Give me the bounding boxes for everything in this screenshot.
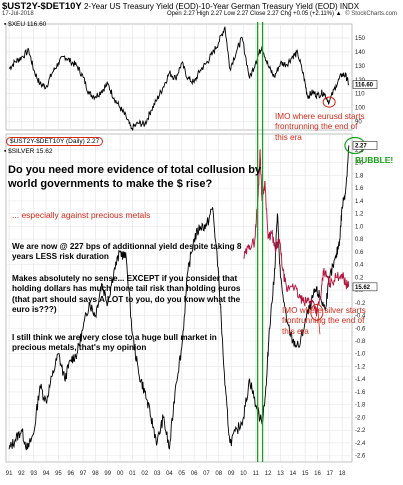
x-tick-label: 08 <box>215 471 222 477</box>
x-tick-label: 06 <box>191 471 198 477</box>
x-tick-label: 12 <box>265 471 272 477</box>
upper-y-tick-label: 100 <box>355 106 366 112</box>
upper-y-tick-label: 90 <box>355 120 362 126</box>
chart-date: 17-Jul-2018 <box>2 11 34 17</box>
lower-y-tick-label: 0.6 <box>355 250 364 256</box>
x-tick-label: 10 <box>240 471 247 477</box>
chart-title: $UST2Y-$DET10Y 2-Year US Treasury Yield … <box>2 1 359 12</box>
x-tick-label: 13 <box>277 471 284 477</box>
x-tick-label: 07 <box>203 471 210 477</box>
series-line-silver <box>243 148 350 317</box>
x-tick-label: 02 <box>141 471 148 477</box>
x-tick-label: 01 <box>129 471 136 477</box>
lower-y-tick-label: -2.2 <box>355 428 366 434</box>
lower-y-tick-label: -1.6 <box>355 390 366 396</box>
lower-y-tick-label: 1.6 <box>355 186 364 192</box>
chart-symbol: $UST2Y-$DET10Y <box>2 1 82 12</box>
legend-silver: ▪ $SILVER 15.62 <box>4 148 53 155</box>
annotation-especially: ... especially against precious metals <box>12 210 151 220</box>
last-value-silver: 15.62 <box>352 282 378 292</box>
upper-y-tick-label: 110 <box>355 92 365 98</box>
lower-y-tick-label: 1.2 <box>355 212 364 218</box>
lower-y-tick-label: -0.8 <box>355 339 366 345</box>
series-layer <box>8 26 350 451</box>
lower-y-tick-label: -0.4 <box>355 314 366 320</box>
lower-y-tick-label: 0.4 <box>355 263 364 269</box>
lower-y-tick-label: -1.2 <box>355 364 366 370</box>
x-tick-label: 92 <box>18 471 25 477</box>
x-tick-label: 97 <box>80 471 87 477</box>
series-line-spread <box>8 145 350 451</box>
lower-y-tick-label: -1.0 <box>355 352 366 358</box>
last-value-spread-box <box>352 141 378 150</box>
last-value-xeu-text: 116.60 <box>355 83 374 89</box>
last-value-silver-box <box>352 282 378 292</box>
lower-y-tick-label: 1.0 <box>355 224 364 230</box>
silver-arrow <box>317 304 321 335</box>
last-value-xeu: 116.60 <box>352 80 378 89</box>
lower-panel-frame <box>5 133 353 463</box>
x-tick-label: 96 <box>67 471 74 477</box>
upper-y-tick-label: 150 <box>355 36 366 42</box>
last-value-spread: 2.27 <box>352 141 378 150</box>
x-tick-label: 94 <box>43 471 50 477</box>
lower-y-tick-label: 1.8 <box>355 173 364 179</box>
red-circle-eurusd <box>322 96 336 108</box>
annotation-yield: We are now @ 227 bps of additionnal yiel… <box>12 242 242 262</box>
x-tick-label: 18 <box>339 471 346 477</box>
x-tick-label: 93 <box>30 471 37 477</box>
x-tick-label: 17 <box>326 471 333 477</box>
upper-y-tick-label: 140 <box>355 50 366 56</box>
x-tick-label: 03 <box>154 471 161 477</box>
upper-grid <box>5 23 353 131</box>
x-tick-label: 16 <box>314 471 321 477</box>
annotation-eurusd: IMO where eurusd starts frontrunning the… <box>275 112 365 142</box>
last-value-spread-text: 2.27 <box>355 144 367 150</box>
annotation-bull-market: I still think we are very close to a hug… <box>12 333 217 353</box>
annotation-silver: IMO where silver starts frontrunning the… <box>282 306 366 336</box>
lower-y-tick-label: -1.4 <box>355 377 366 383</box>
axis-layer: 91 92 93 94 95 96 97 98 99 00 01 02 03 04 05 06 07 08 09 10… <box>6 36 378 477</box>
lower-y-tick-label: 2.0 <box>355 161 364 167</box>
lower-y-tick-label: -2.0 <box>355 415 366 421</box>
upper-y-tick-label: 130 <box>355 64 366 70</box>
x-tick-label: 14 <box>289 471 296 477</box>
x-tick-label: 00 <box>117 471 124 477</box>
last-value-xeu-box <box>352 80 378 89</box>
annotation-main-question: Do you need more evidence of total collu… <box>8 164 262 190</box>
x-tick-label: 98 <box>92 471 99 477</box>
lower-grid <box>5 133 353 463</box>
upper-panel-frame <box>5 23 353 131</box>
lower-y-tick-label: 1.4 <box>355 199 364 205</box>
lower-y-tick-label: -2.6 <box>355 454 366 460</box>
chart-description: 2-Year US Treasury Yield (EOD)-10-Year G… <box>83 2 360 11</box>
lower-y-tick-label: 0.8 <box>355 237 364 243</box>
highlight-marks <box>256 22 366 462</box>
lower-y-tick-label: 2.2 <box>355 148 364 154</box>
annotation-bubble: BUBBLE! <box>355 155 394 165</box>
legend-spread: $UST2Y-$DET10Y (Daily) 2.27 <box>6 137 104 146</box>
lower-y-tick-label: -0.2 <box>355 301 366 307</box>
x-tick-label: 11 <box>253 471 260 477</box>
legend-xeu: ▪ $XEU 116.60 <box>4 21 47 28</box>
lower-y-tick-label: -2.4 <box>355 441 366 447</box>
brand-credit: © StockCharts.com <box>345 11 397 17</box>
lower-y-tick-label: -0.6 <box>355 326 366 332</box>
red-circle-silver <box>310 303 324 321</box>
ohlc-readout: Open 2.27 High 2.27 Low 2.27 Close 2.27 … <box>167 11 342 17</box>
x-tick-label: 15 <box>302 471 309 477</box>
lower-y-tick-label: 0.2 <box>355 275 364 281</box>
series-line-xeu <box>8 26 350 131</box>
x-tick-label: 91 <box>6 471 13 477</box>
x-tick-label: 95 <box>55 471 62 477</box>
x-tick-label: 99 <box>104 471 111 477</box>
x-tick-label: 04 <box>166 471 173 477</box>
annotation-makes-sense: Makes absolutely no sense... EXCEPT if y… <box>12 274 241 314</box>
last-value-silver-text: 15.62 <box>355 285 371 291</box>
lower-y-tick-label: -1.8 <box>355 403 366 409</box>
x-tick-label: 09 <box>228 471 235 477</box>
x-tick-label: 05 <box>178 471 185 477</box>
